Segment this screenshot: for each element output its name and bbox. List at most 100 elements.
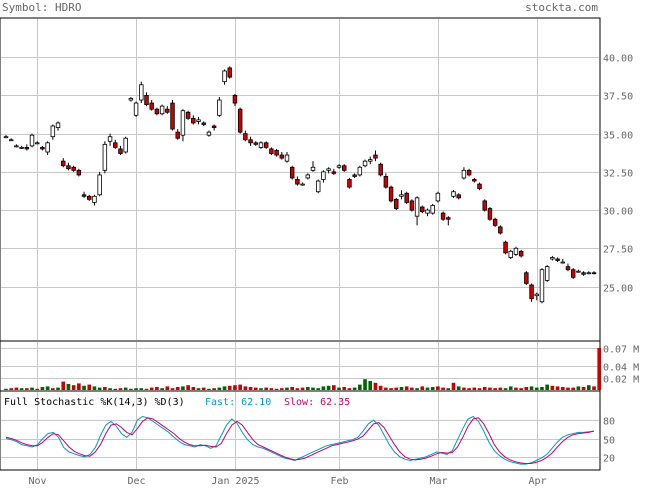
candle-body [591,272,597,275]
volume-bar [451,382,456,390]
candle-body [284,154,290,162]
candle-body [102,143,108,171]
candle-body [518,250,524,257]
volume-bar [415,388,419,390]
volume-bar [227,385,232,390]
candle-body [331,171,337,174]
volume-bar [253,387,258,390]
volume-bar [498,387,503,390]
candle-body [76,169,82,176]
candle-body [409,200,415,211]
volume-bar [181,386,185,390]
price-tick-label: 35.00 [603,131,633,142]
candle-body [503,241,508,254]
x-tick-label: Mar [429,476,447,486]
candle-body [534,293,539,297]
candle-body [243,133,248,141]
candle-body [352,174,357,177]
candle-body [555,258,560,261]
volume-bar [269,388,274,390]
volume-bar [311,387,315,390]
candle-body [81,194,87,197]
x-tick-label: Apr [528,476,546,486]
candle-body [35,142,40,145]
candle-body [118,148,123,154]
symbol-label: Symbol: HDRO [2,1,81,14]
volume-bar [259,388,263,390]
volume-bar [389,388,393,390]
candle-body [97,174,102,196]
candle-body [258,142,264,148]
volume-bar [404,386,409,390]
candle-body [472,179,477,182]
candle-body [362,160,368,167]
volume-bar [40,387,45,390]
candle-body [133,102,139,116]
candle-body [586,272,592,275]
candle-body [269,148,274,154]
volume-bar [550,385,555,390]
volume-bar [123,387,128,390]
candle-body [482,200,487,211]
volume-bar [321,386,326,390]
candle-body [237,108,243,133]
grid-lines [1,19,599,469]
stochastic-fast-line [5,415,595,465]
volume-bar [446,388,451,390]
volume-bar [160,388,164,390]
candle-body [477,183,482,190]
volume-bar [441,387,445,390]
volume-bar [207,388,211,390]
volume-bar [217,387,222,390]
candle-body [14,145,19,148]
candle-body [550,257,555,260]
candle-body [347,179,352,188]
volume-bar [295,388,300,390]
volume-bar [436,386,440,390]
candle-body [430,205,435,214]
volume-tick-label: 0.02 M [603,375,639,386]
volume-bar [300,387,305,390]
candle-body [414,197,420,217]
candle-body [253,142,258,145]
candle-body [263,142,269,148]
candle-body [560,261,565,264]
candle-body [165,108,170,113]
price-tick-label: 27.50 [603,245,633,256]
site-label[interactable]: stockta.com [525,1,598,14]
volume-bar [97,387,102,390]
candle-body [180,110,186,136]
candle-body [336,165,342,168]
volume-bar [508,386,513,390]
volume-bar [519,388,523,390]
candle-body [170,102,175,130]
candle-body [139,84,144,101]
candle-body [498,226,503,234]
candle-body [40,146,45,150]
candle-body [388,186,394,202]
volume-bar [586,385,591,390]
candle-body [55,122,61,128]
volume-bar [378,385,383,390]
x-tick-label: Jan 2025 [211,476,259,486]
volume-bar [9,388,14,390]
candle-body [399,194,404,197]
x-tick-label: Nov [28,476,46,486]
volume-bar [139,388,144,390]
volume-bar [477,388,482,390]
volume-bar [14,387,19,390]
volume-bar [144,388,149,390]
candle-body [61,160,66,167]
candle-body [508,250,513,258]
volume-bar [384,387,388,390]
candle-body [466,169,472,176]
candle-body [342,165,347,171]
candle-body [435,192,441,202]
volume-bar [45,386,50,390]
candle-body [451,191,456,197]
volume-tick-label: 0.07 M [603,345,639,356]
volume-bar [337,387,341,390]
volume-bar [222,386,227,390]
price-tick-label: 37.50 [603,92,633,103]
candle-body [211,125,217,128]
